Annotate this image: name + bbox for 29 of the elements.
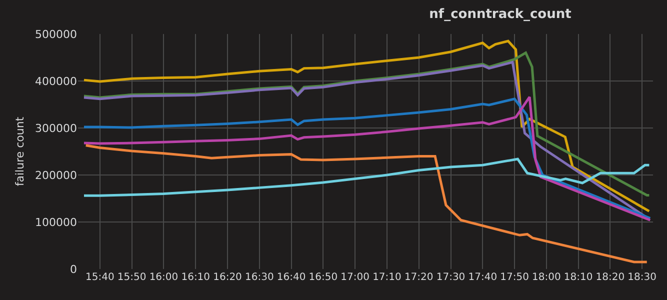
x-tick-label: 16:40 <box>276 272 306 283</box>
x-tick-label: 16:20 <box>213 272 242 283</box>
x-tick-label: 16:00 <box>149 272 178 283</box>
y-tick-label: 100000 <box>35 216 77 229</box>
x-tick-label: 17:50 <box>500 272 529 283</box>
y-tick-label: 400000 <box>35 74 77 88</box>
x-tick-label: 15:50 <box>117 272 146 283</box>
y-tick-label: 300000 <box>35 122 77 135</box>
line-series <box>84 144 648 264</box>
x-tick-label: 17:10 <box>372 272 402 283</box>
x-tick-label: 16:50 <box>308 272 338 283</box>
x-tick-label: 15:40 <box>86 272 114 283</box>
x-tick-label: 17:20 <box>404 272 434 283</box>
x-tick-label: 18:00 <box>532 272 561 283</box>
x-tick-label: 16:30 <box>244 272 274 283</box>
x-tick-label: 17:30 <box>436 272 466 283</box>
x-tick-label: 18:20 <box>596 272 625 283</box>
x-tick-label: 16:10 <box>181 272 210 283</box>
chart-title: nf_conntrack_count <box>429 7 572 22</box>
line-series <box>82 40 650 212</box>
y-tick-label: 500000 <box>35 28 77 41</box>
x-tick-label: 17:00 <box>340 272 370 283</box>
x-tick-label: 17:40 <box>468 272 498 283</box>
x-tick-label: 18:30 <box>628 272 657 283</box>
line-series <box>82 158 650 197</box>
y-axis-title: failure count <box>14 116 27 186</box>
x-tick-label: 18:10 <box>564 272 593 283</box>
y-tick-label: 200000 <box>35 168 77 182</box>
y-tick-label: 0 <box>70 262 77 276</box>
